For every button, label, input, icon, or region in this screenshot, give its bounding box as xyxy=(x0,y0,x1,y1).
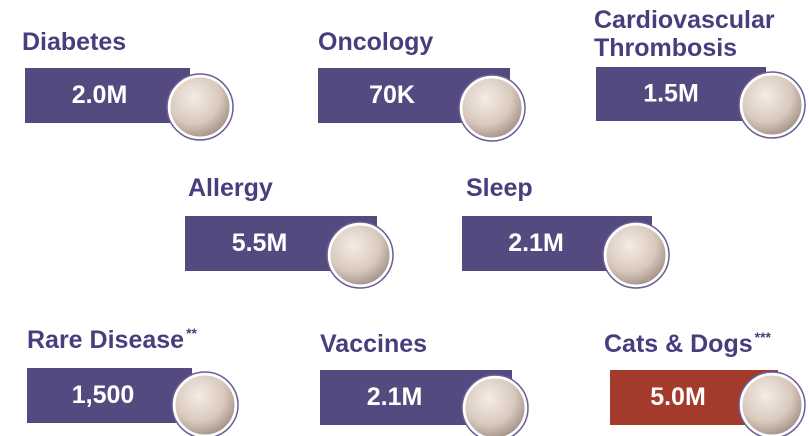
photo xyxy=(603,222,669,288)
item: Diabetes 2.0M xyxy=(22,28,234,141)
photo-ring xyxy=(461,374,529,436)
item-label: Rare Disease xyxy=(27,326,184,354)
photo-ring xyxy=(738,371,806,436)
value-box xyxy=(25,68,190,123)
item-label: Thrombosis xyxy=(594,34,737,62)
photo-ring xyxy=(166,73,234,141)
item-value: 2.1M xyxy=(508,229,564,257)
item-note: *** xyxy=(755,329,772,345)
item: Oncology 70K xyxy=(318,28,526,142)
photo-ring xyxy=(738,71,806,139)
item-value: 1,500 xyxy=(72,381,135,409)
photo xyxy=(462,375,528,436)
photo xyxy=(172,372,238,436)
item-label: Vaccines xyxy=(320,330,427,358)
item-label: Allergy xyxy=(188,174,273,202)
item-label: Cats & Dogs xyxy=(604,330,753,358)
photo-ring xyxy=(602,221,670,289)
item-label: Diabetes xyxy=(22,28,126,56)
photo xyxy=(739,372,805,436)
value-box xyxy=(596,67,766,121)
photo-ring xyxy=(326,221,394,289)
item-value: 2.0M xyxy=(72,81,128,109)
item-label: Cardiovascular xyxy=(594,6,775,34)
item-value: 70K xyxy=(369,81,415,109)
item: Allergy 5.5M xyxy=(185,174,394,289)
photo-ring xyxy=(171,371,239,436)
item-note: ** xyxy=(186,325,197,341)
item: Sleep 2.1M xyxy=(462,174,670,289)
item-value: 1.5M xyxy=(643,80,699,108)
photo xyxy=(739,72,805,138)
photo-ring xyxy=(458,74,526,142)
item: Cats & Dogs *** 5.0M xyxy=(604,329,806,436)
item-value: 5.5M xyxy=(232,229,288,257)
item-value: 5.0M xyxy=(650,383,706,411)
item: Vaccines 2.1M xyxy=(320,330,529,436)
photo xyxy=(167,74,233,140)
item-label: Oncology xyxy=(318,28,433,56)
item-value: 2.1M xyxy=(367,383,423,411)
item-label: Sleep xyxy=(466,174,533,202)
photo xyxy=(327,222,393,288)
photo xyxy=(459,75,525,141)
value-box xyxy=(27,368,192,423)
item: Rare Disease ** 1,500 xyxy=(27,325,239,436)
